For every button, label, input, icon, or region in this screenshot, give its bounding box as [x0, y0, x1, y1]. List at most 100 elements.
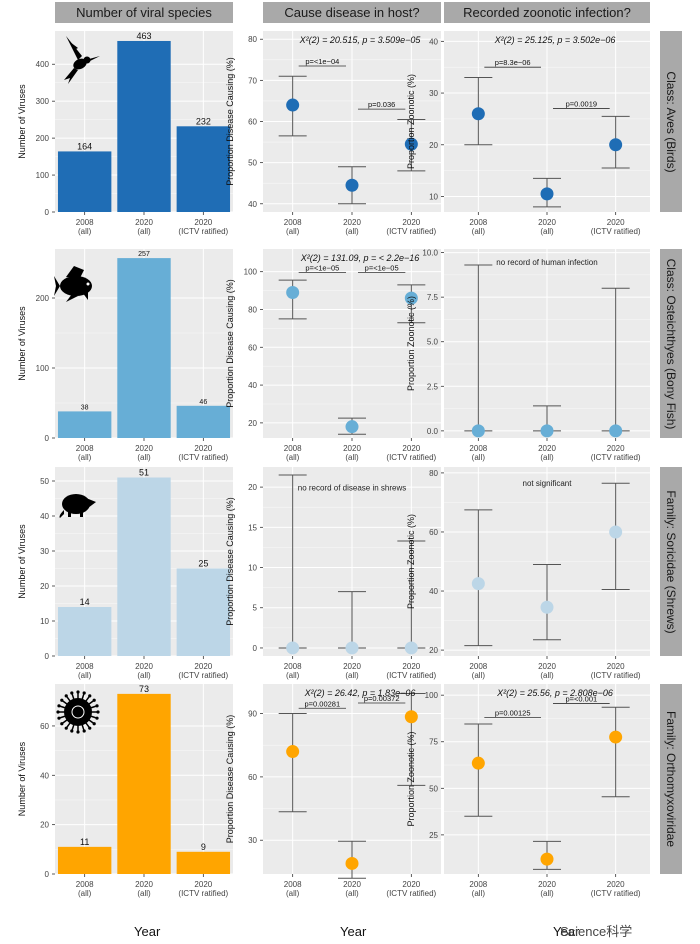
panel-2-1: 0 5 10 15 20 Proportion Disease Causing (%) 20… — [225, 467, 441, 680]
shrew-snout — [86, 498, 96, 508]
row-header-aves: Class: Aves (Birds) — [660, 31, 682, 212]
virus-spike-head — [96, 710, 100, 714]
x-tick-label: 2008 (all) — [284, 880, 302, 898]
x-tick-label: 2020 (all) — [135, 880, 153, 898]
virus-spike — [81, 724, 85, 731]
data-point — [540, 600, 554, 614]
hummingbird-head — [83, 56, 91, 64]
virus-spike — [66, 696, 71, 702]
y-tick-label: 100 — [244, 268, 258, 277]
virus-spike — [66, 722, 71, 728]
bar — [117, 477, 171, 656]
y-axis-label: Proportion Disease Causing (%) — [225, 279, 235, 408]
y-tick-label: 70 — [248, 76, 257, 85]
bar — [57, 846, 112, 874]
hummingbird-body — [73, 58, 87, 70]
panel-2-2: 20 40 60 80 Proportion Zoonotic (%) 2008 (all)… — [406, 467, 650, 680]
panel-0-0: 0 100 200 300 400 Number of Viruses 2008 (all) 2… — [17, 31, 233, 236]
y-tick-label: 30 — [40, 547, 49, 556]
y-tick-label: 80 — [248, 35, 257, 44]
x-tick-label: 2020 (all) — [343, 218, 361, 236]
y-axis-label: Number of Viruses — [17, 741, 27, 816]
shrew-leg — [68, 512, 71, 517]
x-tick-label: 2020 (ICTV ratified) — [178, 662, 228, 680]
x-tick-label: 2008 (all) — [469, 218, 487, 236]
y-tick-label: 40 — [429, 587, 438, 596]
y-tick-label: 40 — [40, 512, 49, 521]
hummingbird-wing — [66, 36, 82, 60]
x-tick-label: 2020 (all) — [343, 880, 361, 898]
y-axis-label: Number of Viruses — [17, 306, 27, 381]
fish-tail — [54, 276, 60, 296]
virus-spike-head — [56, 710, 60, 714]
y-tick-label: 50 — [40, 477, 49, 486]
bar-value-label: 463 — [136, 31, 151, 41]
shrew-body — [62, 494, 90, 514]
bar-value-label: 9 — [201, 842, 206, 852]
bar — [176, 851, 231, 874]
bar-value-label: 46 — [199, 399, 207, 406]
fish-dorsal-fin — [66, 266, 84, 278]
x-tick-label: 2020 (ICTV ratified) — [178, 444, 228, 462]
virus-spike-head — [76, 730, 80, 734]
x-tick-label: 2020 (ICTV ratified) — [386, 662, 436, 680]
bar-value-label: 51 — [139, 468, 149, 478]
data-point — [345, 420, 359, 434]
data-point — [286, 285, 300, 299]
y-tick-label: 400 — [36, 60, 50, 69]
data-point — [286, 745, 300, 759]
significance-label: p=0.00281 — [304, 699, 340, 708]
shrew-tail — [59, 510, 64, 518]
virus-spike-head — [76, 690, 80, 694]
virus-spike-head — [64, 694, 68, 698]
data-point — [286, 641, 300, 655]
y-tick-label: 50 — [248, 159, 257, 168]
significance-label: p=<1e−05 — [305, 264, 339, 273]
panel-3-0: 0 20 40 60 Number of Viruses 2008 (all) 2020 (al… — [17, 684, 233, 898]
y-axis-label: Proportion Zoonotic (%) — [406, 296, 416, 391]
y-tick-label: 0 — [45, 208, 50, 217]
data-point — [404, 641, 418, 655]
virus-spike — [85, 722, 90, 728]
y-tick-label: 20 — [429, 646, 438, 655]
data-point — [471, 424, 485, 438]
y-tick-label: 20 — [429, 141, 438, 150]
x-tick-label: 2008 (all) — [76, 880, 94, 898]
y-tick-label: 0 — [253, 644, 258, 653]
y-tick-label: 60 — [429, 528, 438, 537]
panel-0-1: 40 50 60 70 80 Proportion Disease Causing (%)… — [225, 31, 441, 236]
y-tick-label: 30 — [429, 89, 438, 98]
y-tick-label: 0 — [45, 652, 50, 661]
y-tick-label: 300 — [36, 97, 50, 106]
virus-icon — [56, 690, 100, 734]
y-tick-label: 15 — [248, 523, 257, 532]
y-tick-label: 40 — [248, 200, 257, 209]
y-axis-label: Proportion Zoonotic (%) — [406, 731, 416, 826]
y-axis-label: Proportion Disease Causing (%) — [225, 57, 235, 186]
virus-core-ring — [71, 705, 85, 719]
bar-value-label: 257 — [138, 251, 150, 258]
y-tick-label: 10.0 — [422, 249, 438, 258]
virus-spike — [90, 705, 97, 709]
y-tick-label: 5 — [253, 604, 258, 613]
virus-spike-head — [57, 716, 61, 720]
virus-spike-head — [92, 698, 96, 702]
y-tick-label: 20 — [40, 582, 49, 591]
y-tick-label: 40 — [248, 381, 257, 390]
x-tick-label: 2008 (all) — [76, 444, 94, 462]
y-tick-label: 10 — [248, 564, 257, 573]
fish-eye — [86, 282, 90, 286]
x-tick-label: 2020 (all) — [343, 662, 361, 680]
bar — [176, 568, 231, 656]
shrew-icon — [59, 494, 96, 518]
y-tick-label: 50 — [429, 784, 438, 793]
y-tick-label: 30 — [248, 836, 257, 845]
watermark: Science科学 — [560, 924, 633, 939]
data-point — [471, 577, 485, 591]
x-tick-label: 2020 (ICTV ratified) — [386, 444, 436, 462]
data-point — [540, 187, 554, 201]
column-header-disease: Cause disease in host? — [263, 2, 441, 23]
column-header-zoonotic: Recorded zoonotic infection? — [444, 2, 650, 23]
stat-annotation: X²(2) = 25.56, p = 2.808e−06 — [496, 688, 613, 698]
x-axis-title-col1: Year — [134, 924, 161, 939]
